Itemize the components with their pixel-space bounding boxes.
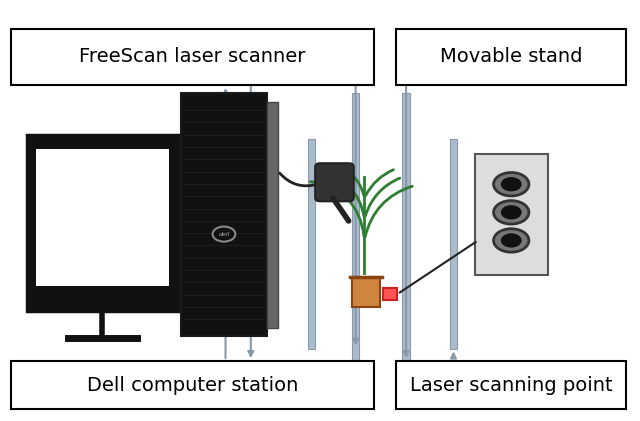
FancyBboxPatch shape [403, 93, 410, 361]
FancyBboxPatch shape [11, 29, 374, 85]
Text: Movable stand: Movable stand [440, 47, 582, 66]
Circle shape [502, 178, 521, 191]
FancyBboxPatch shape [27, 135, 178, 311]
FancyBboxPatch shape [396, 361, 627, 409]
Circle shape [493, 201, 529, 224]
Text: dell: dell [218, 232, 230, 237]
FancyBboxPatch shape [475, 154, 548, 275]
Circle shape [493, 229, 529, 252]
FancyBboxPatch shape [383, 288, 397, 301]
FancyBboxPatch shape [315, 163, 354, 201]
FancyBboxPatch shape [181, 93, 267, 336]
FancyBboxPatch shape [352, 93, 360, 361]
Circle shape [493, 173, 529, 196]
Text: Laser scanning point: Laser scanning point [410, 376, 612, 394]
FancyBboxPatch shape [450, 139, 457, 349]
Circle shape [212, 226, 236, 242]
Circle shape [502, 206, 521, 219]
FancyBboxPatch shape [267, 102, 278, 328]
FancyBboxPatch shape [352, 277, 380, 306]
FancyBboxPatch shape [308, 139, 315, 349]
FancyBboxPatch shape [396, 29, 627, 85]
Text: Dell computer station: Dell computer station [86, 376, 298, 394]
Text: FreeScan laser scanner: FreeScan laser scanner [79, 47, 305, 66]
FancyBboxPatch shape [36, 149, 169, 286]
Circle shape [502, 234, 521, 247]
FancyBboxPatch shape [11, 361, 374, 409]
